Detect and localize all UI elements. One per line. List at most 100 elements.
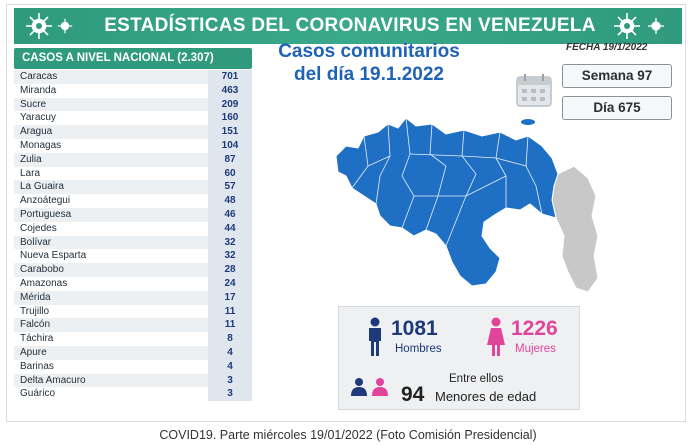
female-count: 1226 — [511, 317, 558, 340]
table-row: Sucre 209 — [14, 97, 252, 112]
case-count: 87 — [208, 152, 252, 167]
table-row: Barinas 4 — [14, 359, 252, 374]
state-name: Mérida — [20, 291, 51, 303]
case-count: 4 — [208, 359, 252, 374]
header-banner: ESTADÍSTICAS DEL CORONAVIRUS EN VENEZUEL… — [14, 8, 682, 44]
table-row: Yaracuy 160 — [14, 111, 252, 126]
table-row: Amazonas 24 — [14, 276, 252, 291]
date-label: FECHA 19/1/2022 — [566, 42, 648, 53]
state-name: Trujillo — [20, 305, 50, 317]
case-count: 60 — [208, 166, 252, 181]
table-row: Caracas 701 — [14, 70, 252, 84]
map-region-guayana-esequiba — [551, 165, 599, 293]
cases-table-title: CASOS A NIVEL NACIONAL (2.307) — [14, 48, 252, 69]
state-name: Aragua — [20, 126, 53, 138]
case-count: 48 — [208, 194, 252, 208]
case-count: 24 — [208, 276, 252, 291]
table-row: Delta Amacuro 3 — [14, 373, 252, 388]
community-title: Casos comunitarios del día 19.1.2022 — [264, 40, 474, 86]
male-label: Hombres — [395, 343, 442, 355]
header-title: ESTADÍSTICAS DEL CORONAVIRUS EN VENEZUEL… — [104, 15, 596, 36]
minors-label: Menores de edad — [435, 389, 537, 404]
table-row: Portuguesa 46 — [14, 207, 252, 222]
table-row: Anzoátegui 48 — [14, 194, 252, 208]
case-count: 4 — [208, 345, 252, 360]
minors-icon — [351, 378, 388, 396]
state-name: La Guaira — [20, 181, 64, 193]
table-row: Bolívar 32 — [14, 235, 252, 250]
state-name: Apure — [20, 346, 47, 358]
table-row: Trujillo 11 — [14, 304, 252, 319]
case-count: 46 — [208, 207, 252, 222]
table-row: Guárico 3 — [14, 387, 252, 402]
virus-icon — [648, 18, 664, 34]
table-row: Monagas 104 — [14, 138, 252, 153]
table-row: Táchira 8 — [14, 332, 252, 346]
state-name: Caracas — [20, 71, 58, 82]
virus-icon — [57, 18, 73, 34]
case-count: 8 — [208, 332, 252, 346]
table-row: Falcón 11 — [14, 318, 252, 333]
virus-icon — [614, 13, 640, 39]
state-name: Táchira — [20, 333, 54, 345]
state-name: Miranda — [20, 84, 57, 96]
case-count: 17 — [208, 290, 252, 305]
table-row: La Guaira 57 — [14, 180, 252, 195]
state-name: Portuguesa — [20, 208, 72, 220]
table-row: Carabobo 28 — [14, 263, 252, 277]
table-row: Miranda 463 — [14, 83, 252, 98]
among-them-label: Entre ellos — [449, 373, 504, 385]
table-row: Mérida 17 — [14, 290, 252, 305]
community-title-line1: Casos comunitarios — [278, 41, 460, 62]
day-badge: Día 675 — [562, 96, 672, 120]
case-count: 44 — [208, 221, 252, 236]
state-name: Carabobo — [20, 264, 64, 276]
case-count: 104 — [208, 138, 252, 153]
state-name: Guárico — [20, 388, 56, 400]
male-count: 1081 — [391, 317, 438, 340]
community-title-line2: del día 19.1.2022 — [294, 64, 444, 85]
state-name: Sucre — [20, 98, 47, 110]
case-count: 11 — [208, 304, 252, 319]
female-icon — [487, 317, 505, 356]
state-name: Lara — [20, 167, 41, 179]
table-row: Lara 60 — [14, 166, 252, 181]
state-name: Yaracuy — [20, 112, 56, 124]
week-badge: Semana 97 — [562, 64, 672, 88]
photo-caption: COVID19. Parte miércoles 19/01/2022 (Fot… — [159, 428, 537, 442]
case-count: 3 — [208, 373, 252, 388]
table-row: Zulia 87 — [14, 152, 252, 167]
male-icon — [369, 317, 381, 356]
virus-icon — [26, 13, 52, 39]
table-row: Nueva Esparta 32 — [14, 249, 252, 264]
calendar-icon — [516, 74, 552, 107]
case-count: 32 — [208, 235, 252, 250]
case-count: 160 — [208, 111, 252, 126]
case-count: 463 — [208, 83, 252, 98]
female-label: Mujeres — [515, 343, 556, 355]
state-name: Falcón — [20, 319, 51, 331]
state-name: Cojedes — [20, 222, 57, 234]
state-name: Bolívar — [20, 236, 52, 248]
map-region-venezuela — [335, 117, 559, 287]
case-count: 701 — [208, 70, 252, 84]
table-row: Aragua 151 — [14, 125, 252, 139]
state-name: Barinas — [20, 360, 54, 372]
gender-stats-box: 1081 Hombres 1226 Mujeres Entre ellos 94… — [338, 306, 580, 410]
venezuela-map — [335, 117, 599, 293]
case-count: 32 — [208, 249, 252, 264]
state-name: Monagas — [20, 139, 62, 151]
state-name: Zulia — [20, 153, 42, 165]
case-count: 11 — [208, 318, 252, 333]
cases-table: CASOS A NIVEL NACIONAL (2.307) Caracas 70… — [14, 48, 252, 420]
table-row: Cojedes 44 — [14, 221, 252, 236]
map-region-margarita — [521, 119, 535, 125]
state-name: Nueva Esparta — [20, 250, 87, 262]
table-row: Apure 4 — [14, 345, 252, 360]
state-name: Anzoátegui — [20, 195, 71, 207]
case-count: 28 — [208, 263, 252, 277]
state-name: Delta Amacuro — [20, 374, 86, 386]
state-name: Amazonas — [20, 277, 68, 289]
case-count: 151 — [208, 125, 252, 139]
case-count: 209 — [208, 97, 252, 112]
